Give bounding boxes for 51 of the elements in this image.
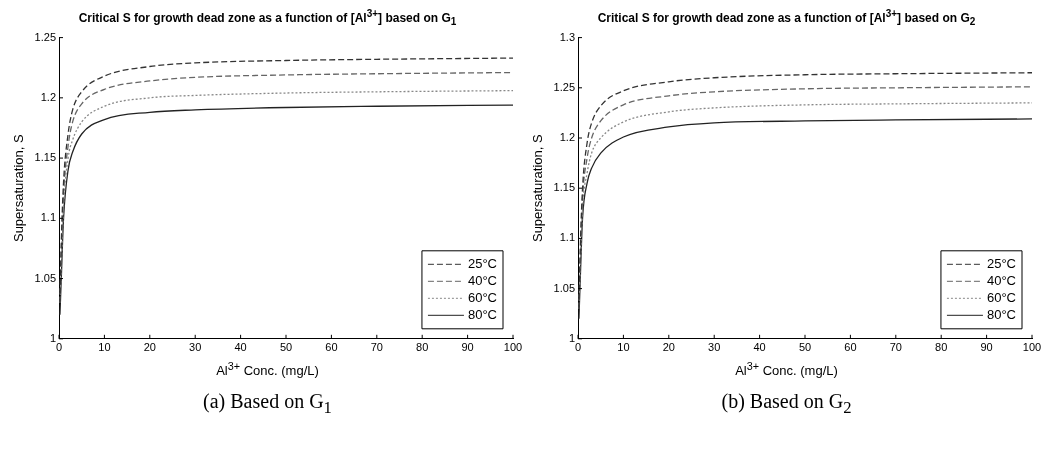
x-tick-label: 50	[798, 341, 812, 354]
x-tick-label: 30	[708, 341, 721, 354]
x-tick-label: 70	[889, 341, 902, 354]
x-tick-label: 60	[325, 341, 338, 354]
y-tick-label: 1	[49, 331, 57, 344]
y-tick-label: 1.2	[559, 131, 576, 144]
y-tick-label: 1	[568, 331, 576, 344]
y-tick-label: 1.2	[40, 90, 57, 103]
x-tick-label: 80	[935, 341, 948, 354]
y-tick-label: 1.05	[553, 281, 576, 294]
x-tick-label: 70	[370, 341, 383, 354]
y-axis-title: Supersaturation, S	[530, 134, 546, 243]
y-tick-label: 1.1	[559, 231, 576, 244]
y-axis-title: Supersaturation, S	[11, 134, 27, 243]
x-tick-label: 100	[1022, 341, 1042, 354]
x-tick-label: 10	[98, 341, 111, 354]
x-tick-label: 30	[189, 341, 202, 354]
x-tick-label: 10	[617, 341, 630, 354]
legend-label: 80°C	[986, 306, 1016, 322]
y-tick-label: 1.15	[34, 151, 57, 164]
y-tick-label: 1.05	[34, 271, 57, 284]
legend-label: 80°C	[467, 306, 497, 322]
x-tick-label: 20	[143, 341, 156, 354]
legend-label: 40°C	[467, 272, 497, 288]
x-tick-label: 0	[574, 341, 582, 354]
x-tick-label: 50	[279, 341, 293, 354]
y-tick-label: 1.25	[34, 30, 57, 43]
x-tick-label: 40	[753, 341, 766, 354]
x-axis-title: Al$^{3+}$ Conc. (mg/L)	[216, 360, 319, 379]
legend-label: 40°C	[986, 272, 1016, 288]
x-tick-label: 40	[234, 341, 247, 354]
legend-label: 60°C	[467, 289, 497, 305]
x-tick-label: 20	[662, 341, 675, 354]
y-tick-label: 1.1	[40, 211, 57, 224]
legend-label: 25°C	[467, 255, 497, 271]
text: (a) Based on G$_{1}$	[203, 390, 332, 419]
x-tick-label: 90	[461, 341, 474, 354]
x-tick-label: 0	[55, 341, 63, 354]
chart-title: Critical S for growth dead zone as a function of [Al$^{3+}$] based on G$_{2}$	[597, 8, 976, 28]
y-tick-label: 1.15	[553, 181, 576, 194]
x-tick-label: 100	[503, 341, 523, 354]
y-tick-label: 1.25	[553, 80, 576, 93]
chart-title: Critical S for growth dead zone as a function of [Al$^{3+}$] based on G$_{1}$	[78, 8, 457, 28]
x-tick-label: 80	[416, 341, 429, 354]
y-tick-label: 1.3	[559, 30, 576, 43]
legend-label: 60°C	[986, 289, 1016, 305]
legend-label: 25°C	[986, 255, 1016, 271]
x-tick-label: 60	[844, 341, 857, 354]
x-tick-label: 90	[980, 341, 993, 354]
x-axis-title: Al$^{3+}$ Conc. (mg/L)	[735, 360, 838, 379]
text: (b) Based on G$_{2}$	[721, 390, 852, 419]
